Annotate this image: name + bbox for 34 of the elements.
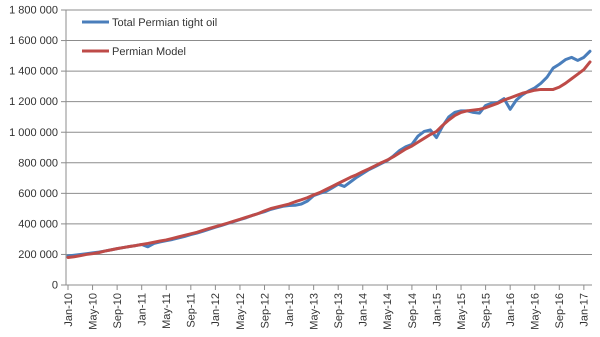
x-tick-label: Jan-14 xyxy=(358,293,370,327)
y-tick-label: 1 600 000 xyxy=(9,35,58,48)
x-tick-label: Jan-17 xyxy=(578,293,591,327)
x-tick-label: Sep-14 xyxy=(406,293,419,328)
y-tick-label: 1 800 000 xyxy=(9,4,58,17)
x-tick-label: May-13 xyxy=(308,293,320,330)
y-tick-label: 1 200 000 xyxy=(9,96,58,108)
x-tick-label: Sep-15 xyxy=(480,293,492,328)
x-tick-label: May-11 xyxy=(161,293,174,329)
x-tick-label: May-10 xyxy=(87,293,100,330)
y-tick-label: 400 000 xyxy=(18,218,58,230)
x-tick-label: Sep-10 xyxy=(112,293,124,328)
x-tick-label: May-12 xyxy=(234,293,247,330)
y-tick-label: 1 400 000 xyxy=(9,66,58,78)
y-tick-label: 1 000 000 xyxy=(9,126,58,139)
x-tick-label: Sep-13 xyxy=(333,293,346,328)
x-tick-label: Sep-16 xyxy=(554,293,566,328)
x-tick-label: Sep-11 xyxy=(186,293,198,328)
x-tick-label: Jan-12 xyxy=(210,293,222,327)
x-tick-label: Jan-13 xyxy=(284,293,296,327)
x-tick-label: Jan-11 xyxy=(136,293,149,326)
x-tick-label: May-16 xyxy=(530,293,542,330)
x-tick-label: Sep-12 xyxy=(259,293,272,328)
x-tick-label: Jan-16 xyxy=(505,293,518,327)
y-tick-label: 600 000 xyxy=(18,188,58,200)
x-tick-label: Jan-15 xyxy=(431,293,444,327)
legend-label: Total Permian tight oil xyxy=(112,16,218,29)
x-tick-label: May-15 xyxy=(456,293,468,330)
x-tick-label: Jan-10 xyxy=(62,293,75,327)
y-tick-label: 0 xyxy=(52,280,58,292)
y-tick-label: 800 000 xyxy=(18,157,58,170)
x-tick-label: May-14 xyxy=(382,293,394,330)
y-tick-label: 200 000 xyxy=(18,248,58,261)
legend-label: Permian Model xyxy=(112,46,186,58)
